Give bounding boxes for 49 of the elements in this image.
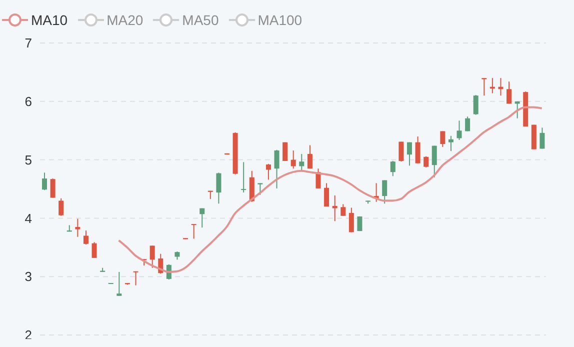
candlestick <box>133 270 138 286</box>
candlestick <box>42 172 47 191</box>
candlestick <box>191 224 196 240</box>
legend-label: MA100 <box>258 12 302 28</box>
legend-label: MA20 <box>106 12 144 28</box>
candlestick <box>58 198 64 216</box>
y-tick-label: 6 <box>24 94 32 110</box>
candlestick <box>506 81 512 104</box>
candlestick <box>340 204 346 216</box>
candlestick <box>290 150 296 170</box>
candlestick <box>448 135 454 152</box>
candlestick <box>348 207 354 233</box>
candlestick <box>473 94 478 116</box>
candlestick <box>382 180 388 204</box>
candlestick <box>415 136 420 164</box>
candlestick <box>50 178 56 198</box>
candlestick <box>258 182 263 196</box>
legend-label: MA10 <box>31 12 68 28</box>
candlestick <box>274 149 280 189</box>
candlestick <box>216 172 222 204</box>
candlestick <box>406 142 412 166</box>
y-tick-label: 4 <box>24 210 32 226</box>
candlestick <box>116 271 122 296</box>
candlestick <box>75 218 80 238</box>
candlestick <box>249 170 254 202</box>
candlestick <box>390 160 396 177</box>
candlestick <box>241 162 246 194</box>
candlestick <box>92 242 97 258</box>
candlestick <box>398 141 404 162</box>
candlestick <box>432 145 437 178</box>
y-tick-label: 5 <box>24 152 32 168</box>
candlestick <box>440 130 446 148</box>
candlestick <box>307 144 312 170</box>
candlestick <box>540 127 545 150</box>
candlestick <box>456 120 462 140</box>
candlestick <box>324 182 330 208</box>
candlestick <box>424 156 429 168</box>
y-tick-label: 3 <box>24 269 32 284</box>
candlestick <box>150 245 155 268</box>
candlestick <box>299 153 304 172</box>
candlestick <box>282 142 288 162</box>
candlestick <box>200 208 205 228</box>
candlestick <box>266 163 271 180</box>
line-series <box>118 106 543 273</box>
legend-label: MA50 <box>182 12 219 28</box>
candlestick <box>83 230 88 245</box>
candlestick <box>465 116 470 132</box>
candlestick <box>332 194 338 222</box>
y-tick-label: 7 <box>24 36 32 51</box>
